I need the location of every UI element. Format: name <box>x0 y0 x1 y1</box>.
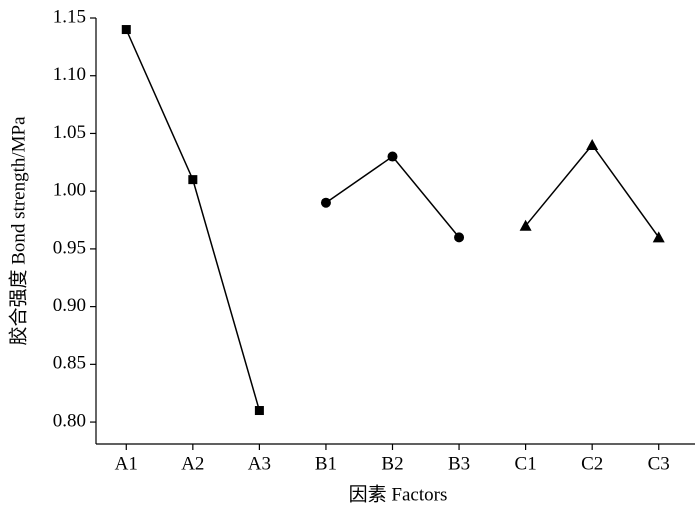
y-tick-label: 1.00 <box>53 180 86 201</box>
series-line <box>525 143 660 238</box>
marker <box>188 175 198 185</box>
x-tick-label: C2 <box>581 453 603 474</box>
x-tick-label: C1 <box>515 453 537 474</box>
marker <box>586 138 599 150</box>
marker <box>121 25 131 35</box>
y-axis-label: 胶合强度 Bond strength/MPa <box>7 116 29 346</box>
marker <box>254 406 264 416</box>
marker <box>519 219 532 231</box>
marker <box>454 232 465 243</box>
y-tick-label: 1.15 <box>53 6 86 27</box>
x-tick-label: B3 <box>448 453 470 474</box>
x-tick-label: C3 <box>648 453 670 474</box>
x-axis-label: 因素 Factors <box>349 483 448 505</box>
x-tick-label: B1 <box>315 453 337 474</box>
y-tick-label: 1.10 <box>53 64 86 85</box>
x-tick-label: B2 <box>381 453 403 474</box>
x-tick-label: A1 <box>115 453 138 474</box>
series-line <box>325 155 460 238</box>
y-tick-label: 0.90 <box>53 295 86 316</box>
y-tick-label: 0.80 <box>53 410 86 431</box>
y-tick-label: 1.05 <box>53 122 86 143</box>
y-tick-label: 0.95 <box>53 237 86 258</box>
y-tick-label: 0.85 <box>53 353 86 374</box>
marker <box>387 151 398 162</box>
marker <box>320 197 331 208</box>
marker <box>652 231 665 243</box>
series-line <box>125 29 261 411</box>
x-tick-label: A3 <box>248 453 271 474</box>
x-tick-label: A2 <box>181 453 204 474</box>
